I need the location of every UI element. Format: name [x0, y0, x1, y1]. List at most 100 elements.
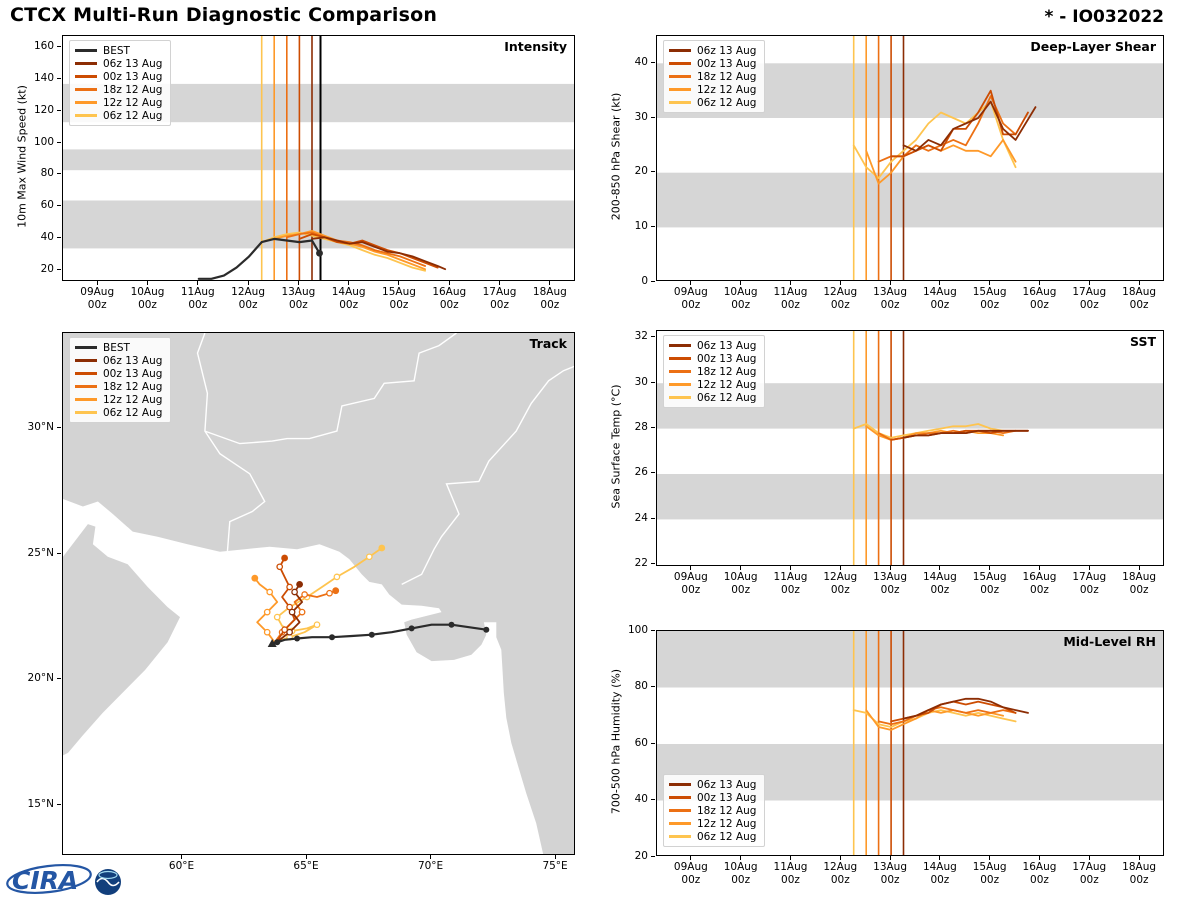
x-tick	[789, 566, 791, 570]
map-x-tick	[305, 855, 307, 859]
x-tick-label: 13Aug 00z	[873, 861, 908, 886]
y-tick-label: 60	[634, 736, 648, 749]
x-tick-label: 10Aug 00z	[723, 286, 758, 311]
legend-label: BEST	[103, 341, 130, 354]
x-tick	[740, 856, 742, 860]
y-tick-label: 20	[634, 849, 648, 862]
storm-id: * - IO032022	[1044, 7, 1164, 27]
legend-label: 00z 13 Aug	[103, 70, 163, 83]
x-tick	[1088, 281, 1090, 285]
x-tick-label: 12Aug 00z	[823, 861, 858, 886]
x-tick	[1088, 856, 1090, 860]
x-tick	[839, 856, 841, 860]
legend-label: 12z 12 Aug	[697, 378, 757, 391]
legend-line-swatch	[75, 62, 97, 65]
legend-line-swatch	[669, 835, 691, 838]
legend-label: 12z 12 Aug	[103, 96, 163, 109]
x-tick-label: 12Aug 00z	[823, 571, 858, 596]
y-tick	[57, 141, 61, 143]
panel-shear: Deep-Layer Shear 06z 13 Aug 00z 13 Aug 18z …	[656, 35, 1164, 281]
x-tick	[448, 281, 450, 285]
x-tick	[690, 566, 692, 570]
y-tick	[651, 629, 655, 631]
legend-item: 18z 12 Aug	[669, 804, 756, 817]
x-tick-label: 17Aug 00z	[1072, 571, 1107, 596]
panel-intensity: Intensity BEST 06z 13 Aug 00z 13 Aug 18z 12 …	[62, 35, 575, 281]
x-tick-label: 09Aug 00z	[80, 286, 115, 311]
y-tick	[57, 45, 61, 47]
x-tick	[348, 281, 350, 285]
x-tick	[96, 281, 98, 285]
x-tick	[549, 281, 551, 285]
map-y-tick	[57, 427, 61, 429]
legend-line-swatch	[669, 783, 691, 786]
y-tick-label: 40	[634, 55, 648, 68]
y-tick	[651, 799, 655, 800]
legend-item: 18z 12 Aug	[669, 365, 756, 378]
x-tick-label: 09Aug 00z	[673, 571, 708, 596]
cira-logo: CIRA	[4, 860, 154, 900]
legend: 06z 13 Aug 00z 13 Aug 18z 12 Aug 12z 12 Aug…	[663, 40, 766, 113]
x-tick	[839, 566, 841, 570]
x-tick-label: 17Aug 00z	[1072, 286, 1107, 311]
y-tick-label: 140	[33, 71, 54, 84]
legend-item: 06z 13 Aug	[75, 354, 162, 367]
legend: 06z 13 Aug 00z 13 Aug 18z 12 Aug 12z 12 Aug…	[663, 774, 766, 847]
x-tick-label: 10Aug 00z	[130, 286, 165, 311]
x-tick-label: 13Aug 00z	[873, 571, 908, 596]
legend-line-swatch	[669, 88, 691, 91]
y-tick	[651, 116, 655, 118]
y-tick-label: 20	[634, 165, 648, 178]
x-tick	[939, 281, 941, 285]
legend-item: 06z 13 Aug	[669, 44, 756, 57]
legend-label: 18z 12 Aug	[103, 380, 163, 393]
x-tick-label: 14Aug 00z	[922, 286, 957, 311]
x-tick	[1138, 566, 1140, 570]
legend-line-swatch	[669, 396, 691, 399]
legend: BEST 06z 13 Aug 00z 13 Aug 18z 12 Aug 12z 12…	[69, 337, 172, 423]
legend-line-swatch	[669, 370, 691, 373]
cira-logo-text: CIRA	[12, 866, 78, 895]
legend-label: 06z 12 Aug	[697, 96, 757, 109]
y-tick	[651, 427, 655, 429]
y-tick	[651, 742, 655, 744]
map-x-tick-label: 65°E	[293, 860, 319, 872]
map-y-tick	[57, 678, 61, 680]
legend-item: 06z 13 Aug	[669, 778, 756, 791]
x-tick	[297, 281, 299, 285]
legend-item: 12z 12 Aug	[75, 393, 162, 406]
x-tick	[398, 281, 400, 285]
y-tick-label: 30	[634, 110, 648, 123]
legend-line-swatch	[669, 357, 691, 360]
y-tick	[57, 109, 61, 111]
legend-label: 12z 12 Aug	[103, 393, 163, 406]
legend-item: 18z 12 Aug	[75, 380, 162, 393]
x-tick	[1038, 281, 1040, 285]
legend-line-swatch	[669, 101, 691, 104]
legend-label: 12z 12 Aug	[697, 817, 757, 830]
x-tick	[1088, 566, 1090, 570]
y-tick	[651, 517, 655, 519]
legend-line-swatch	[75, 101, 97, 104]
x-tick	[989, 281, 991, 285]
legend-line-swatch	[75, 49, 97, 52]
x-tick	[1038, 856, 1040, 860]
x-tick-label: 17Aug 00z	[1072, 861, 1107, 886]
x-tick	[499, 281, 501, 285]
y-tick-label: 20	[40, 263, 54, 276]
map-x-tick	[554, 855, 556, 859]
x-tick-label: 09Aug 00z	[673, 861, 708, 886]
y-tick	[651, 472, 655, 474]
y-tick-label: 40	[634, 793, 648, 805]
x-tick-label: 11Aug 00z	[180, 286, 215, 311]
y-tick-label: 30	[634, 375, 648, 388]
legend-label: 06z 12 Aug	[103, 109, 163, 122]
y-tick	[651, 855, 655, 857]
x-tick	[1138, 281, 1140, 285]
x-tick-label: 11Aug 00z	[773, 571, 808, 596]
legend-item: 00z 13 Aug	[669, 791, 756, 804]
legend-line-swatch	[75, 411, 97, 414]
map-y-tick	[57, 552, 61, 554]
y-tick	[651, 280, 655, 282]
y-tick-label: 40	[40, 231, 54, 244]
